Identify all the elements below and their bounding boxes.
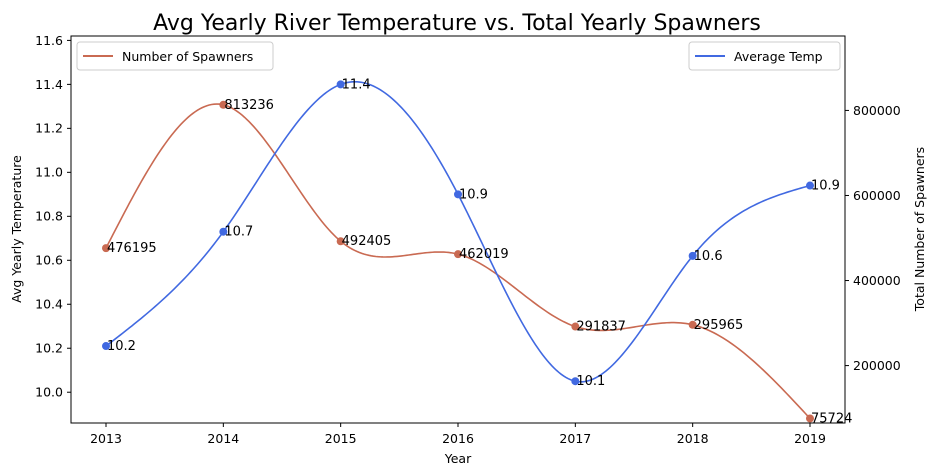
legend-label: Number of Spawners [122,49,253,64]
y-axis-label-right: Total Number of Spawners [912,147,927,312]
y-tick-label-left: 10.2 [35,341,63,356]
data-point [688,320,697,329]
chart-title: Avg Yearly River Temperature vs. Total Y… [153,11,761,36]
y-tick-label-left: 11.2 [35,121,63,136]
y-tick-label-left: 10.0 [35,385,63,400]
y-tick-label-left: 11.6 [35,33,63,48]
data-label: 10.9 [811,179,840,194]
data-point [219,227,228,236]
data-label: 10.1 [576,374,605,389]
y-tick-label-left: 10.6 [35,253,63,268]
y-tick-label-right: 400000 [853,273,901,288]
series-line [105,80,811,383]
legend-spawners [76,41,274,71]
y-tick-label-right: 200000 [853,358,901,373]
y-tick-label-left: 11.4 [35,77,63,92]
x-tick-label: 2019 [794,431,826,446]
legends: Number of Spawners Average Temp [76,41,841,71]
data-label: 295965 [694,318,744,333]
x-tick-label: 2017 [559,431,591,446]
legend-label: Average Temp [734,49,823,64]
data-point [102,342,110,351]
data-label: 75724 [811,411,852,426]
x-tick-label: 2018 [677,431,709,446]
data-label: 10.2 [107,339,136,354]
data-label: 11.4 [342,77,371,92]
data-label: 10.6 [694,249,723,264]
x-tick-label: 2015 [325,431,357,446]
data-point [454,250,462,259]
data-label: 291837 [576,320,626,335]
data-label: 10.9 [459,187,488,202]
data-point [571,377,580,386]
data-point [336,237,345,246]
plot-marks: 476195 813236 492405 462019 291837 295965 7572… [102,77,852,426]
data-point [219,100,228,109]
data-point [806,414,814,423]
x-tick-label: 2014 [207,431,239,446]
y-tick-label-right: 800000 [853,103,901,118]
plot-area [70,35,846,424]
data-label: 476195 [107,241,157,256]
legend-temp [688,41,841,71]
data-label: 462019 [459,247,509,262]
x-tick-label: 2013 [90,431,122,446]
data-label: 813236 [224,98,274,113]
x-axis-label: Year [444,451,472,466]
y-tick-label-left: 10.8 [35,209,63,224]
data-point [102,244,110,253]
data-label: 10.7 [224,225,253,240]
data-label: 492405 [342,234,392,249]
data-point [336,80,345,89]
y-tick-label-left: 10.4 [35,297,63,312]
x-tick-label: 2016 [442,431,474,446]
data-point [688,251,697,260]
y-tick-label-left: 11.0 [35,165,63,180]
y-tick-label-right: 600000 [853,188,901,203]
data-point [454,190,462,199]
y-axis-label-left: Avg Yearly Temperature [9,155,24,303]
axes: 2013 2014 2015 2016 2017 2018 2019 10.0 10.2 10.4… [35,33,901,446]
data-point [571,322,580,331]
data-point [806,181,814,190]
